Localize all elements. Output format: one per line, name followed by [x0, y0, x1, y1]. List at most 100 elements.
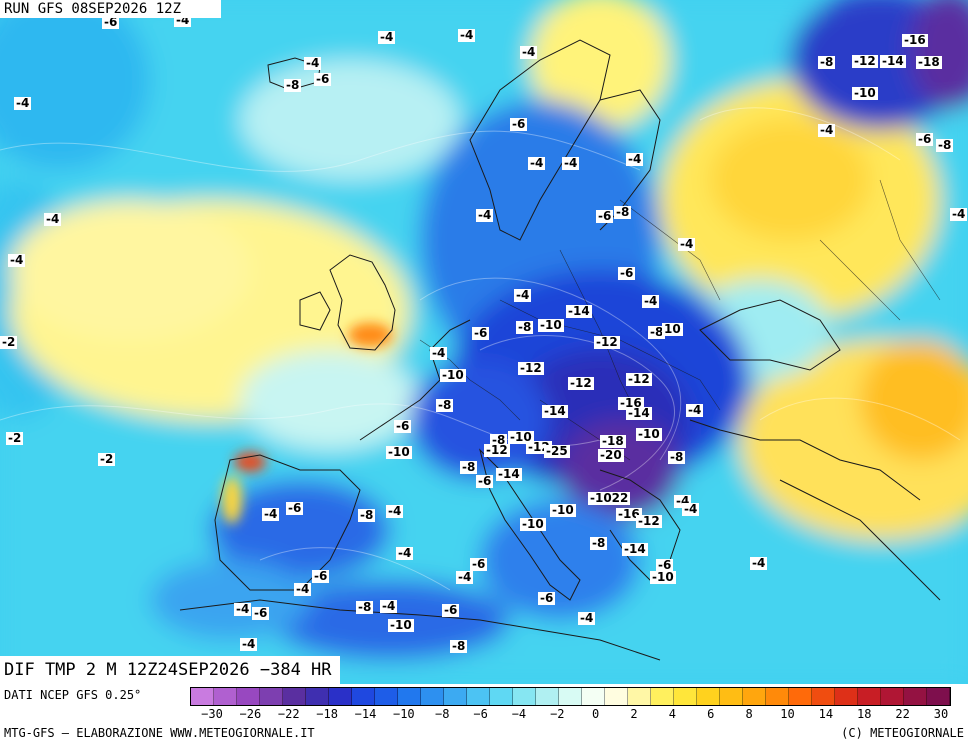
map-value-label: -4 [818, 123, 836, 137]
scale-swatch [766, 688, 789, 705]
map-value-label: -12 [568, 376, 594, 390]
data-source-text: DATI NCEP GFS 0.25° [4, 688, 142, 702]
scale-tick-label: −4 [511, 707, 527, 721]
map-value-label: -16 [902, 33, 928, 47]
coastlines [179, 39, 941, 661]
map-value-label: -2 [98, 452, 116, 466]
map-value-label: -14 [496, 467, 522, 481]
map-value-label: -4 [678, 237, 696, 251]
map-value-label: -10 [508, 430, 534, 444]
map-value-label: -10 [388, 618, 414, 632]
map-value-label: -10 [538, 318, 564, 332]
map-value-label: -8 [460, 460, 478, 474]
map-value-label: -4 [682, 502, 700, 516]
map-value-label: -6 [442, 603, 460, 617]
map-value-label: -6 [618, 266, 636, 280]
scale-tick-label: −26 [239, 707, 262, 721]
map-value-label: -6 [656, 558, 674, 572]
scale-swatch [191, 688, 214, 705]
scale-swatch [697, 688, 720, 705]
color-scale-bar [190, 687, 951, 706]
scale-swatch [467, 688, 490, 705]
map-value-label: -8 [614, 205, 632, 219]
map-value-label: -4 [528, 156, 546, 170]
map-value-label: -4 [476, 208, 494, 222]
map-value-label: -4 [262, 507, 280, 521]
map-value-label: -4 [234, 602, 252, 616]
map-value-label: -4 [578, 611, 596, 625]
scale-swatch [904, 688, 927, 705]
scale-swatch [398, 688, 421, 705]
map-value-label: -6 [538, 591, 556, 605]
map-value-label: -12 [636, 514, 662, 528]
map-value-label: -14 [626, 406, 652, 420]
map-value-label: -8 [648, 325, 666, 339]
map-value-label: -10 [852, 86, 878, 100]
map-value-label: -6 [102, 15, 120, 29]
scale-swatch [858, 688, 881, 705]
map-value-label: -4 [304, 56, 322, 70]
map-value-label: -8 [284, 78, 302, 92]
map-value-label: -8 [516, 320, 534, 334]
map-value-label: -4 [562, 156, 580, 170]
scale-tick-label: 0 [592, 707, 600, 721]
map-value-label: -6 [470, 557, 488, 571]
scale-tick-label: −22 [277, 707, 300, 721]
map-value-label: -14 [566, 304, 592, 318]
map-value-label: -16 [616, 507, 642, 521]
map-value-label: -4 [380, 599, 398, 613]
map-value-label: -6 [394, 419, 412, 433]
scale-swatch [329, 688, 352, 705]
model-run-label: RUN GFS 08SEP2026 12Z [0, 0, 222, 18]
map-value-label: -8 [936, 138, 954, 152]
scale-swatch [421, 688, 444, 705]
scale-swatch [375, 688, 398, 705]
map-value-label: -18 [600, 434, 626, 448]
map-value-label: -10 [440, 368, 466, 382]
map-value-label: -12 [626, 372, 652, 386]
scale-swatch [812, 688, 835, 705]
map-value-label: -4 [386, 504, 404, 518]
map-value-label: -20 [598, 448, 624, 462]
map-value-label: -4 [378, 30, 396, 44]
warm-spots [222, 323, 392, 524]
map-value-label: -8 [358, 508, 376, 522]
scale-swatch [674, 688, 697, 705]
map-value-label: -4 [294, 582, 312, 596]
scale-tick-label: −14 [354, 707, 377, 721]
map-value-label: -10 [636, 427, 662, 441]
scale-swatch [881, 688, 904, 705]
map-value-label: -6 [312, 569, 330, 583]
map-value-label: -6 [314, 72, 332, 86]
anomaly-fields [0, 0, 968, 684]
scale-tick-label: 10 [780, 707, 795, 721]
scale-swatch [260, 688, 283, 705]
scale-swatch [444, 688, 467, 705]
map-value-label: -10 [550, 503, 576, 517]
map-value-label: -4 [950, 207, 968, 221]
scale-tick-label: 8 [745, 707, 753, 721]
map-value-label: -4 [44, 212, 62, 226]
scale-tick-label: 2 [630, 707, 638, 721]
map-value-label: -14 [880, 54, 906, 68]
map-canvas [0, 0, 968, 684]
color-scale-ticks: −30 −26 −22 −18 −14 −10 −8 −6 −4 −2 0 2 4 6 8 10 14 18 22 3… [190, 707, 968, 723]
map-value-label: -6 [596, 209, 614, 223]
scale-swatch [628, 688, 651, 705]
map-title: DIF TMP 2 M 12Z24SEP2026 −384 HR [0, 656, 340, 684]
scale-tick-label: 14 [818, 707, 834, 721]
map-value-label: -14 [622, 542, 648, 556]
scale-swatch [927, 688, 950, 705]
map-value-label: -10 [650, 570, 676, 584]
map-value-label: 10 [662, 322, 683, 336]
map-value-label: -6 [286, 501, 304, 515]
map-value-label: -14 [542, 404, 568, 418]
map-value-label: -8 [818, 55, 836, 69]
temperature-anomaly-map: -6 -4 -4 -4 -4 -8 -6 -8 -4 -16 -12 -14 -… [0, 0, 968, 684]
map-value-label: -4 [240, 637, 258, 651]
map-value-label: -8 [590, 536, 608, 550]
map-value-label: -12 [852, 54, 878, 68]
map-value-label: -6 [510, 117, 528, 131]
map-value-label: -6 [916, 132, 934, 146]
